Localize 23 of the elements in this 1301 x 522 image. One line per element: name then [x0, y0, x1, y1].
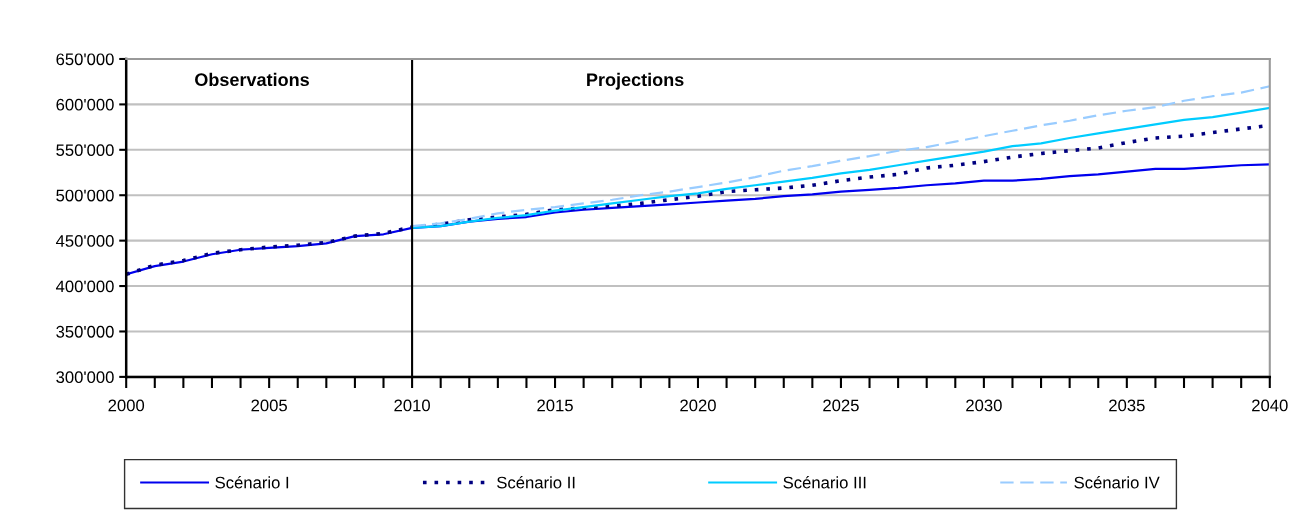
x-tick-label: 2020: [680, 399, 716, 412]
y-tick-label: 650'000: [56, 53, 114, 66]
legend-label: Scénario IV: [1074, 476, 1160, 489]
legend-label: Scénario III: [783, 476, 866, 489]
x-tick-label: 2025: [823, 399, 859, 412]
x-tick-label: 2030: [966, 399, 1002, 412]
x-tick-label: 2015: [537, 399, 573, 412]
y-tick-label: 500'000: [56, 189, 114, 202]
y-tick-label: 350'000: [56, 325, 114, 338]
y-tick-label: 600'000: [56, 98, 114, 111]
x-tick-label: 2000: [108, 399, 145, 412]
y-tick-label: 300'000: [56, 371, 114, 384]
legend-label: Scénario II: [497, 476, 575, 489]
annotation: Observations: [195, 72, 309, 87]
y-tick-label: 400'000: [55, 280, 114, 293]
x-tick-label: 2035: [1109, 399, 1145, 412]
x-tick-label: 2005: [251, 399, 287, 412]
y-tick-label: 450'000: [55, 235, 114, 247]
x-tick-label: 2040: [1252, 399, 1288, 412]
y-tick-label: 550'000: [56, 144, 114, 157]
annotation: Projections: [587, 72, 684, 90]
legend-label: Scénario I: [215, 476, 289, 489]
x-tick-label: 2010: [394, 399, 430, 412]
